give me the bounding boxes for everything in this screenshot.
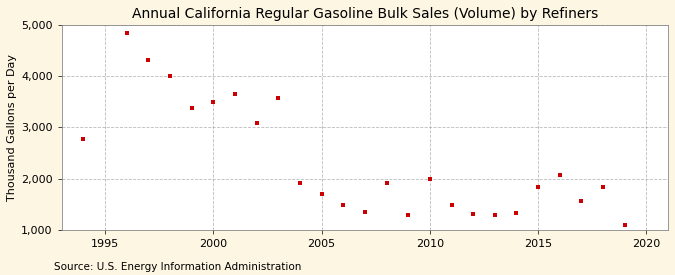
Point (165, 73, 176, 78)
Text: Source: U.S. Energy Information Administration: Source: U.S. Energy Information Administ… (54, 262, 301, 272)
Point (620, 223, 630, 227)
Point (425, 176, 435, 181)
Point (143, 57, 154, 62)
Point (360, 210, 371, 214)
Point (511, 211, 522, 215)
Point (468, 212, 479, 216)
Point (489, 213, 500, 217)
Point (576, 198, 587, 203)
Point (122, 30, 132, 35)
Point (294, 180, 305, 185)
Point (230, 92, 240, 96)
Point (78, 136, 89, 141)
Point (208, 100, 219, 104)
Point (338, 203, 349, 207)
Y-axis label: Thousand Gallons per Day: Thousand Gallons per Day (7, 54, 17, 201)
Point (186, 106, 197, 111)
Point (554, 173, 565, 178)
Point (533, 185, 543, 189)
Title: Annual California Regular Gasoline Bulk Sales (Volume) by Refiners: Annual California Regular Gasoline Bulk … (132, 7, 598, 21)
Point (273, 95, 284, 100)
Point (381, 180, 392, 185)
Point (316, 192, 327, 196)
Point (403, 213, 414, 218)
Point (251, 120, 262, 125)
Point (446, 202, 457, 207)
Point (597, 185, 608, 189)
